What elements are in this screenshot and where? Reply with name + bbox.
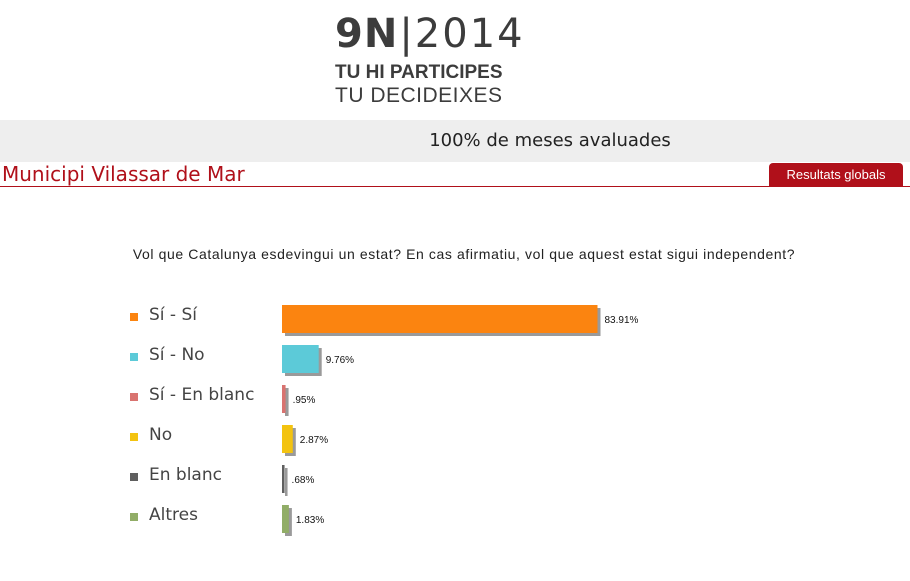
legend-swatch — [130, 473, 138, 481]
status-bar — [0, 120, 910, 162]
legend-swatch — [130, 393, 138, 401]
data-label: 9.76% — [326, 355, 354, 366]
status-text: 100% de meses avaluades — [429, 130, 671, 151]
legend-label: Sí - No — [149, 345, 205, 365]
logo-slogan-line1: TU HI PARTICIPES — [335, 62, 503, 83]
bar — [282, 425, 293, 453]
logo-year: 2014 — [414, 11, 525, 57]
data-label: .68% — [292, 475, 315, 486]
data-label: 83.91% — [605, 315, 639, 326]
legend-swatch — [130, 313, 138, 321]
municipi-title: Municipi Vilassar de Mar — [2, 162, 245, 186]
data-label: .95% — [293, 395, 316, 406]
chart-title: Vol que Catalunya esdevingui un estat? E… — [132, 246, 796, 262]
bar — [282, 345, 319, 373]
bar — [282, 465, 285, 493]
legend-swatch — [130, 353, 138, 361]
bar-shadow — [285, 388, 289, 416]
results-chart: Sí - Sí 83.91% Sí - No 9.76% Sí - En blanc .9… — [130, 305, 639, 536]
bar — [282, 385, 286, 413]
legend-label: Sí - En blanc — [149, 385, 254, 405]
data-label: 2.87% — [300, 435, 328, 446]
logo-separator: | — [399, 11, 414, 57]
logo-9n-2014: 9N|2014 TU HI PARTICIPES TU DECIDEIXES — [335, 12, 535, 108]
legend-label: En blanc — [149, 465, 222, 485]
bar-shadow — [285, 468, 288, 496]
bar — [282, 305, 598, 333]
global-results-button[interactable]: Resultats globals — [769, 163, 903, 186]
legend-label: Sí - Sí — [149, 305, 198, 325]
header-divider — [0, 186, 910, 187]
logo-slogan-line2: TU DECIDEIXES — [335, 84, 503, 107]
legend-swatch — [130, 513, 138, 521]
data-label: 1.83% — [296, 515, 324, 526]
logo-mark: 9N|2014 — [335, 12, 535, 56]
legend-swatch — [130, 433, 138, 441]
legend-label: No — [149, 425, 172, 445]
bar — [282, 505, 289, 533]
legend-label: Altres — [149, 505, 198, 525]
logo-9n-text: 9N — [335, 11, 399, 57]
